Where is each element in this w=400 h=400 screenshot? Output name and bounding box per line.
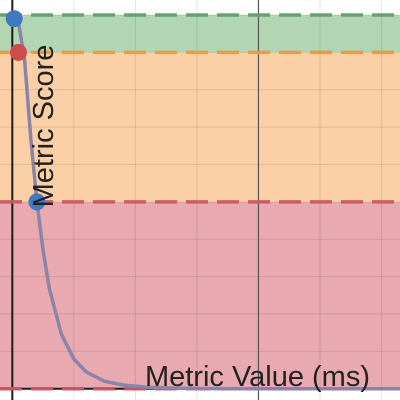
series-line-0 [12,13,400,391]
data-point-1 [9,43,27,61]
x-axis-label: Metric Value (ms) [145,361,370,393]
score-curve [12,13,400,391]
marker-points [5,10,46,211]
score-band-1 [0,52,400,202]
score-band-2 [0,14,400,53]
score-band-0 [0,201,400,389]
data-point-0 [5,10,23,28]
score-bands [0,14,400,389]
data-point-2 [28,193,46,211]
y-axis-label: Metric Score [28,45,60,208]
